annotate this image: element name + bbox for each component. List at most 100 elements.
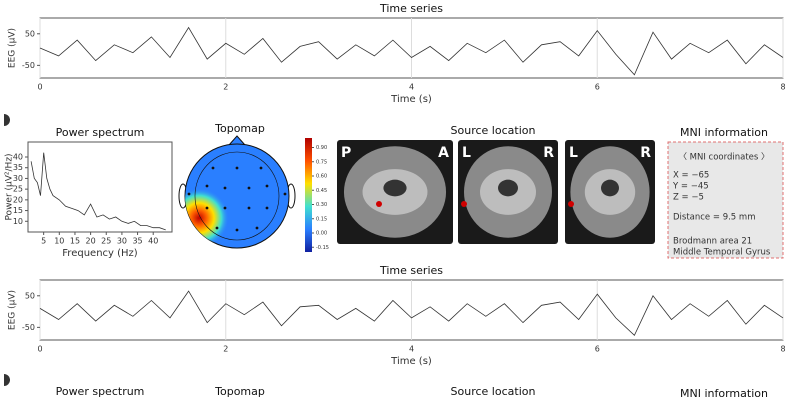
y-tick-label: -50 bbox=[22, 323, 35, 332]
y-tick-label: 15 bbox=[13, 206, 23, 215]
orientation-label: A bbox=[438, 145, 449, 161]
x-tick-label: 35 bbox=[132, 237, 142, 246]
x-axis-label: Frequency (Hz) bbox=[62, 248, 138, 259]
colorbar-tick-label: 0.90 bbox=[316, 145, 327, 151]
chart-title: Time series bbox=[379, 2, 443, 15]
x-tick-label: 15 bbox=[70, 237, 80, 246]
colorbar-tick-label: 0.30 bbox=[316, 202, 327, 208]
panel-title: MNI information bbox=[680, 126, 768, 139]
x-axis-label: Time (s) bbox=[390, 94, 432, 105]
x-tick-label: 4 bbox=[409, 345, 414, 354]
electrode bbox=[235, 228, 239, 232]
y-tick-label: 40 bbox=[13, 153, 23, 162]
chart-title: Time series bbox=[379, 264, 443, 277]
x-axis-label: Time (s) bbox=[390, 356, 432, 367]
nose bbox=[228, 135, 246, 146]
colorbar bbox=[305, 138, 312, 252]
mni-box bbox=[667, 141, 784, 259]
colorbar-tick-label: 0.45 bbox=[316, 188, 327, 194]
mni-line: Middle Temporal Gyrus bbox=[673, 248, 771, 258]
y-axis-label: EEG (μV) bbox=[8, 290, 18, 330]
x-tick-label: 6 bbox=[595, 83, 600, 92]
x-tick-label: 5 bbox=[41, 237, 46, 246]
y-tick-label: 30 bbox=[13, 174, 23, 183]
source-marker bbox=[461, 201, 467, 207]
colorbar-tick-label: 0.60 bbox=[316, 174, 327, 180]
electrode bbox=[187, 192, 191, 196]
y-axis-label: Power (μV²/Hz) bbox=[5, 153, 15, 220]
orientation-label: R bbox=[543, 145, 554, 161]
y-tick-label: 20 bbox=[13, 195, 23, 204]
electrode bbox=[247, 186, 251, 190]
contour bbox=[194, 151, 280, 241]
mni-line: Z = −5 bbox=[673, 193, 704, 203]
mni-line: 〈 MNI coordinates 〉 bbox=[678, 153, 769, 163]
ventricle bbox=[383, 179, 407, 197]
y-tick-label: 10 bbox=[13, 217, 23, 226]
orientation-label: L bbox=[569, 145, 578, 161]
orientation-label: R bbox=[640, 145, 651, 161]
panel-title: Source location bbox=[451, 385, 536, 398]
colorbar-tick-label: -0.15 bbox=[316, 245, 329, 251]
y-tick-label: 50 bbox=[25, 29, 35, 38]
x-tick-label: 40 bbox=[148, 237, 158, 246]
colorbar-tick-label: 0.15 bbox=[316, 216, 327, 222]
electrode bbox=[215, 226, 219, 230]
panel-title: Topomap bbox=[214, 385, 265, 398]
electrode bbox=[205, 184, 209, 188]
electrode bbox=[205, 206, 209, 210]
x-tick-label: 0 bbox=[37, 345, 42, 354]
electrode bbox=[235, 166, 239, 170]
x-tick-label: 10 bbox=[54, 237, 64, 246]
electrode bbox=[255, 226, 259, 230]
chart-title: Topomap bbox=[214, 122, 265, 135]
mni-line: Brodmann area 21 bbox=[673, 237, 752, 247]
y-tick-label: -50 bbox=[22, 61, 35, 70]
x-tick-label: 6 bbox=[595, 345, 600, 354]
electrode bbox=[211, 166, 215, 170]
x-tick-label: 30 bbox=[117, 237, 127, 246]
electrode bbox=[283, 192, 287, 196]
panel-title: Source location bbox=[451, 124, 536, 137]
source-marker bbox=[568, 201, 574, 207]
source-marker bbox=[376, 201, 382, 207]
orientation-label: L bbox=[462, 145, 471, 161]
x-tick-label: 20 bbox=[86, 237, 96, 246]
y-tick-label: 25 bbox=[13, 185, 23, 194]
ventricle bbox=[601, 179, 619, 197]
x-tick-label: 8 bbox=[780, 83, 785, 92]
x-tick-label: 2 bbox=[223, 345, 228, 354]
electrode bbox=[223, 186, 227, 190]
x-tick-label: 0 bbox=[37, 83, 42, 92]
y-tick-label: 35 bbox=[13, 163, 23, 172]
y-tick-label: 50 bbox=[25, 291, 35, 300]
line-series bbox=[39, 290, 784, 336]
chart-title: Power spectrum bbox=[56, 126, 145, 139]
colorbar-tick-label: 0.75 bbox=[316, 159, 327, 165]
x-tick-label: 8 bbox=[780, 345, 785, 354]
x-tick-label: 25 bbox=[101, 237, 111, 246]
plot-frame bbox=[27, 141, 173, 233]
electrode bbox=[223, 206, 227, 210]
mni-line: Distance = 9.5 mm bbox=[673, 213, 755, 223]
line-series bbox=[30, 152, 166, 231]
panel-title: MNI information bbox=[680, 387, 768, 400]
activation-blob bbox=[185, 188, 229, 248]
x-tick-label: 2 bbox=[223, 83, 228, 92]
electrode bbox=[265, 206, 269, 210]
bullet bbox=[4, 114, 10, 126]
x-tick-label: 4 bbox=[409, 83, 414, 92]
electrode bbox=[247, 206, 251, 210]
mni-line: X = −65 bbox=[673, 171, 709, 181]
line-series bbox=[39, 26, 784, 76]
y-axis-label: EEG (μV) bbox=[8, 28, 18, 68]
orientation-label: P bbox=[341, 145, 351, 161]
colorbar-tick-label: 0.00 bbox=[316, 231, 327, 237]
mni-line: Y = −45 bbox=[672, 182, 709, 192]
electrode bbox=[265, 184, 269, 188]
electrode bbox=[259, 166, 263, 170]
bullet bbox=[4, 374, 10, 386]
panel-title: Power spectrum bbox=[56, 385, 145, 398]
